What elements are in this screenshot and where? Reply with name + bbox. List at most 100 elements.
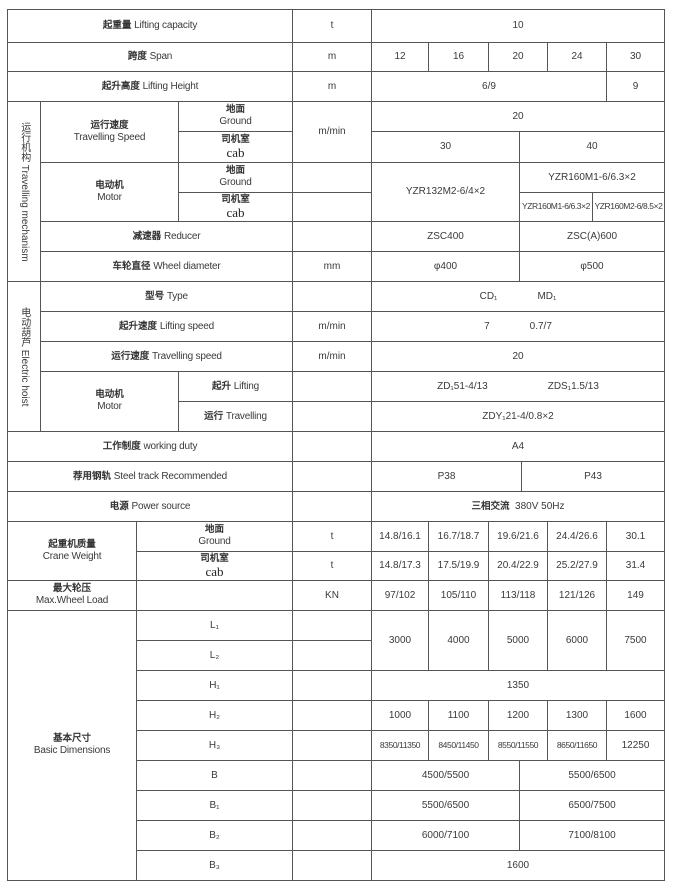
travel-motor-cab: YZR160M1-6/6.3×2 (519, 192, 593, 222)
label-cn: 司机室 (221, 194, 250, 206)
dim-b2: B₂ (136, 820, 293, 851)
weight-ground: 14.8/16.1 (371, 521, 429, 552)
label-en: cab (226, 144, 245, 160)
lifting-height-value: 6/9 (371, 71, 607, 102)
unit-empty (292, 850, 372, 881)
lifting-speed-unit: m/min (292, 311, 372, 342)
label-en: Span (149, 51, 173, 63)
h2-value: 1300 (547, 700, 607, 731)
unit-empty (292, 371, 372, 402)
hoist-travel-speed-value: 20 (371, 341, 665, 372)
travel-speed-cab: 30 (371, 131, 520, 163)
crane-weight-label: 起重机质量 Crane Weight (7, 521, 137, 581)
hoist-motor-lifting-label: 起升 Lifting (178, 371, 293, 402)
label-en: Lifting speed (159, 320, 214, 332)
unit-empty (292, 610, 372, 641)
type-label: 型号 Type (40, 281, 293, 312)
hoist-travel-speed-unit: m/min (292, 341, 372, 372)
label-en: Motor (97, 191, 122, 203)
unit-empty (292, 640, 372, 671)
label-cn: 型号 (145, 290, 165, 302)
cab-label: 司机室 cab (178, 192, 293, 222)
weight-ground: 30.1 (606, 521, 665, 552)
span-unit: m (292, 42, 372, 72)
b1-value: 5500/6500 (371, 790, 520, 821)
unit-empty (292, 162, 372, 193)
travel-motor-cab: YZR160M2-6/8.5×2 (592, 192, 665, 222)
label-cn: 司机室 (221, 134, 250, 146)
wheel-load-label: 最大轮压 Max.Wheel Load (7, 580, 137, 611)
weight-ground: 16.7/18.7 (428, 521, 489, 552)
span-value: 12 (371, 42, 429, 72)
wheel-label: 车轮直径 Wheel diameter (40, 251, 293, 282)
label-en: Travelling speed (151, 350, 222, 362)
l-value: 7500 (606, 610, 665, 671)
steel-track-label: 荐用钢轨 Steel track Recommended (7, 461, 293, 492)
b3-value: 1600 (371, 850, 665, 881)
wheel-load-value: 121/126 (547, 580, 607, 611)
unit-empty (292, 760, 372, 791)
label-en: Power source (131, 500, 191, 512)
label-en: Reducer (163, 230, 201, 242)
travel-speed-cab: 40 (519, 131, 665, 163)
ground-label: 地面 Ground (178, 162, 293, 193)
wheel-load-value: 113/118 (488, 580, 548, 611)
label-en: Type (166, 290, 188, 302)
unit-empty (292, 192, 372, 222)
weight-ground: 19.6/21.6 (488, 521, 548, 552)
weight-cab: 20.4/22.9 (488, 551, 548, 581)
reducer-label: 减速器 Reducer (40, 221, 293, 252)
h1-value: 1350 (371, 670, 665, 701)
travelling-mechanism-section: 运行机构 Travelling mechanism (7, 101, 41, 282)
lifting-speed-value: 7 0.7/7 (371, 311, 665, 342)
l-value: 5000 (488, 610, 548, 671)
unit-empty (292, 670, 372, 701)
wheel-value: φ500 (519, 251, 665, 282)
label-en: Lifting Height (142, 80, 199, 92)
hoist-motor-travelling-value: ZDY₁21-4/0.8×2 (371, 401, 665, 432)
label-en: Travelling Speed (73, 131, 146, 143)
label-cn: 电动机 (95, 179, 124, 191)
lifting-speed-label: 起升速度 Lifting speed (40, 311, 293, 342)
wheel-load-unit: KN (292, 580, 372, 611)
b-value: 4500/5500 (371, 760, 520, 791)
label-cn: 运行速度 (111, 350, 150, 362)
dim-b1: B₁ (136, 790, 293, 821)
unit-empty (292, 730, 372, 761)
label-cn: 运行速度 (90, 119, 129, 131)
label-cn: 起重机质量 (48, 538, 96, 550)
l-value: 3000 (371, 610, 429, 671)
l-value: 4000 (428, 610, 489, 671)
dim-h1: H₁ (136, 670, 293, 701)
travel-speed-unit: m/min (292, 101, 372, 163)
h2-value: 1600 (606, 700, 665, 731)
label-cn: 基本尺寸 (52, 733, 91, 745)
label-cn: 起重量 (102, 20, 132, 32)
travel-speed-ground: 20 (371, 101, 665, 132)
cab-label: 司机室 cab (136, 551, 293, 581)
dim-l2: L₂ (136, 640, 293, 671)
section-label: 电动葫芦 Electric hoist (18, 306, 30, 407)
travel-motor-value: YZR132M2-6/4×2 (371, 162, 520, 222)
h3-value: 8350/11350 (371, 730, 429, 761)
type-value: CD₁ MD₁ (371, 281, 665, 312)
label-cn: 地面 (225, 165, 245, 177)
b2-value: 7100/8100 (519, 820, 665, 851)
h3-value: 8550/11550 (488, 730, 548, 761)
span-value: 30 (606, 42, 665, 72)
span-value: 16 (428, 42, 489, 72)
label-en: Max.Wheel Load (35, 595, 109, 607)
wheel-unit: mm (292, 251, 372, 282)
reducer-value: ZSC(A)600 (519, 221, 665, 252)
unit-empty (292, 221, 372, 252)
l-value: 6000 (547, 610, 607, 671)
weight-cab: 17.5/19.9 (428, 551, 489, 581)
working-duty-value: A4 (371, 431, 665, 462)
unit-empty (292, 820, 372, 851)
ground-label: 地面 Ground (178, 101, 293, 132)
dim-b: B (136, 760, 293, 791)
weight-ground: 24.4/26.6 (547, 521, 607, 552)
dimensions-label: 基本尺寸 Basic Dimensions (7, 610, 137, 881)
label-cn: 工作制度 (102, 440, 141, 452)
